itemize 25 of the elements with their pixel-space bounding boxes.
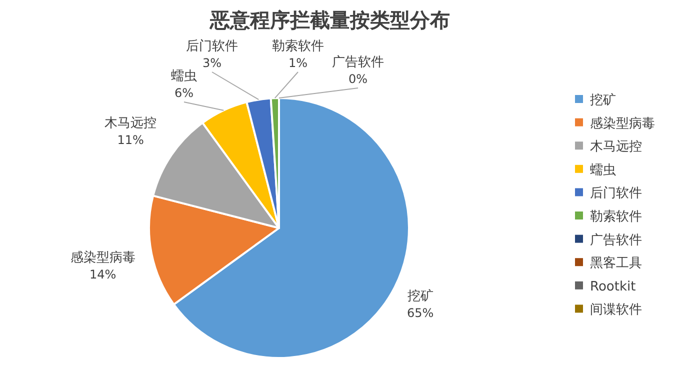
text: 0%: [348, 72, 368, 86]
data-label: 6%: [174, 86, 194, 100]
chart-title: 恶意程序拦截量按类型分布: [209, 8, 450, 32]
slice-label: 勒索软件: [272, 39, 324, 54]
data-label: 65%: [406, 306, 434, 320]
slice-label: 蠕虫: [171, 69, 197, 84]
slice-label: 后门软件: [186, 38, 238, 54]
legend-label: 广告软件: [590, 232, 642, 248]
data-label: 1%: [288, 56, 308, 70]
legend-label: 木马远控: [590, 140, 642, 155]
legend-label: 后门软件: [590, 185, 642, 202]
data-label: 11%: [117, 133, 144, 148]
slice-label: 木马远控: [104, 116, 157, 132]
legend-label: 间谍软件: [590, 302, 642, 318]
legend-label: 蠕虫: [590, 162, 616, 178]
legend-label: 感染型病毒: [590, 116, 655, 132]
legend-label: 勒索软件: [590, 210, 642, 224]
slice-label: 感染型病毒: [70, 250, 136, 266]
category-label: 广告软件: [332, 55, 384, 70]
legend-label: 黑客工具: [590, 255, 642, 272]
legend-label: Rootkit: [590, 279, 636, 294]
data-label: 3%: [202, 56, 222, 70]
data-label: 14%: [89, 268, 116, 282]
legend-label: 挖矿: [590, 93, 616, 108]
slice-label: 挖矿: [407, 289, 434, 304]
